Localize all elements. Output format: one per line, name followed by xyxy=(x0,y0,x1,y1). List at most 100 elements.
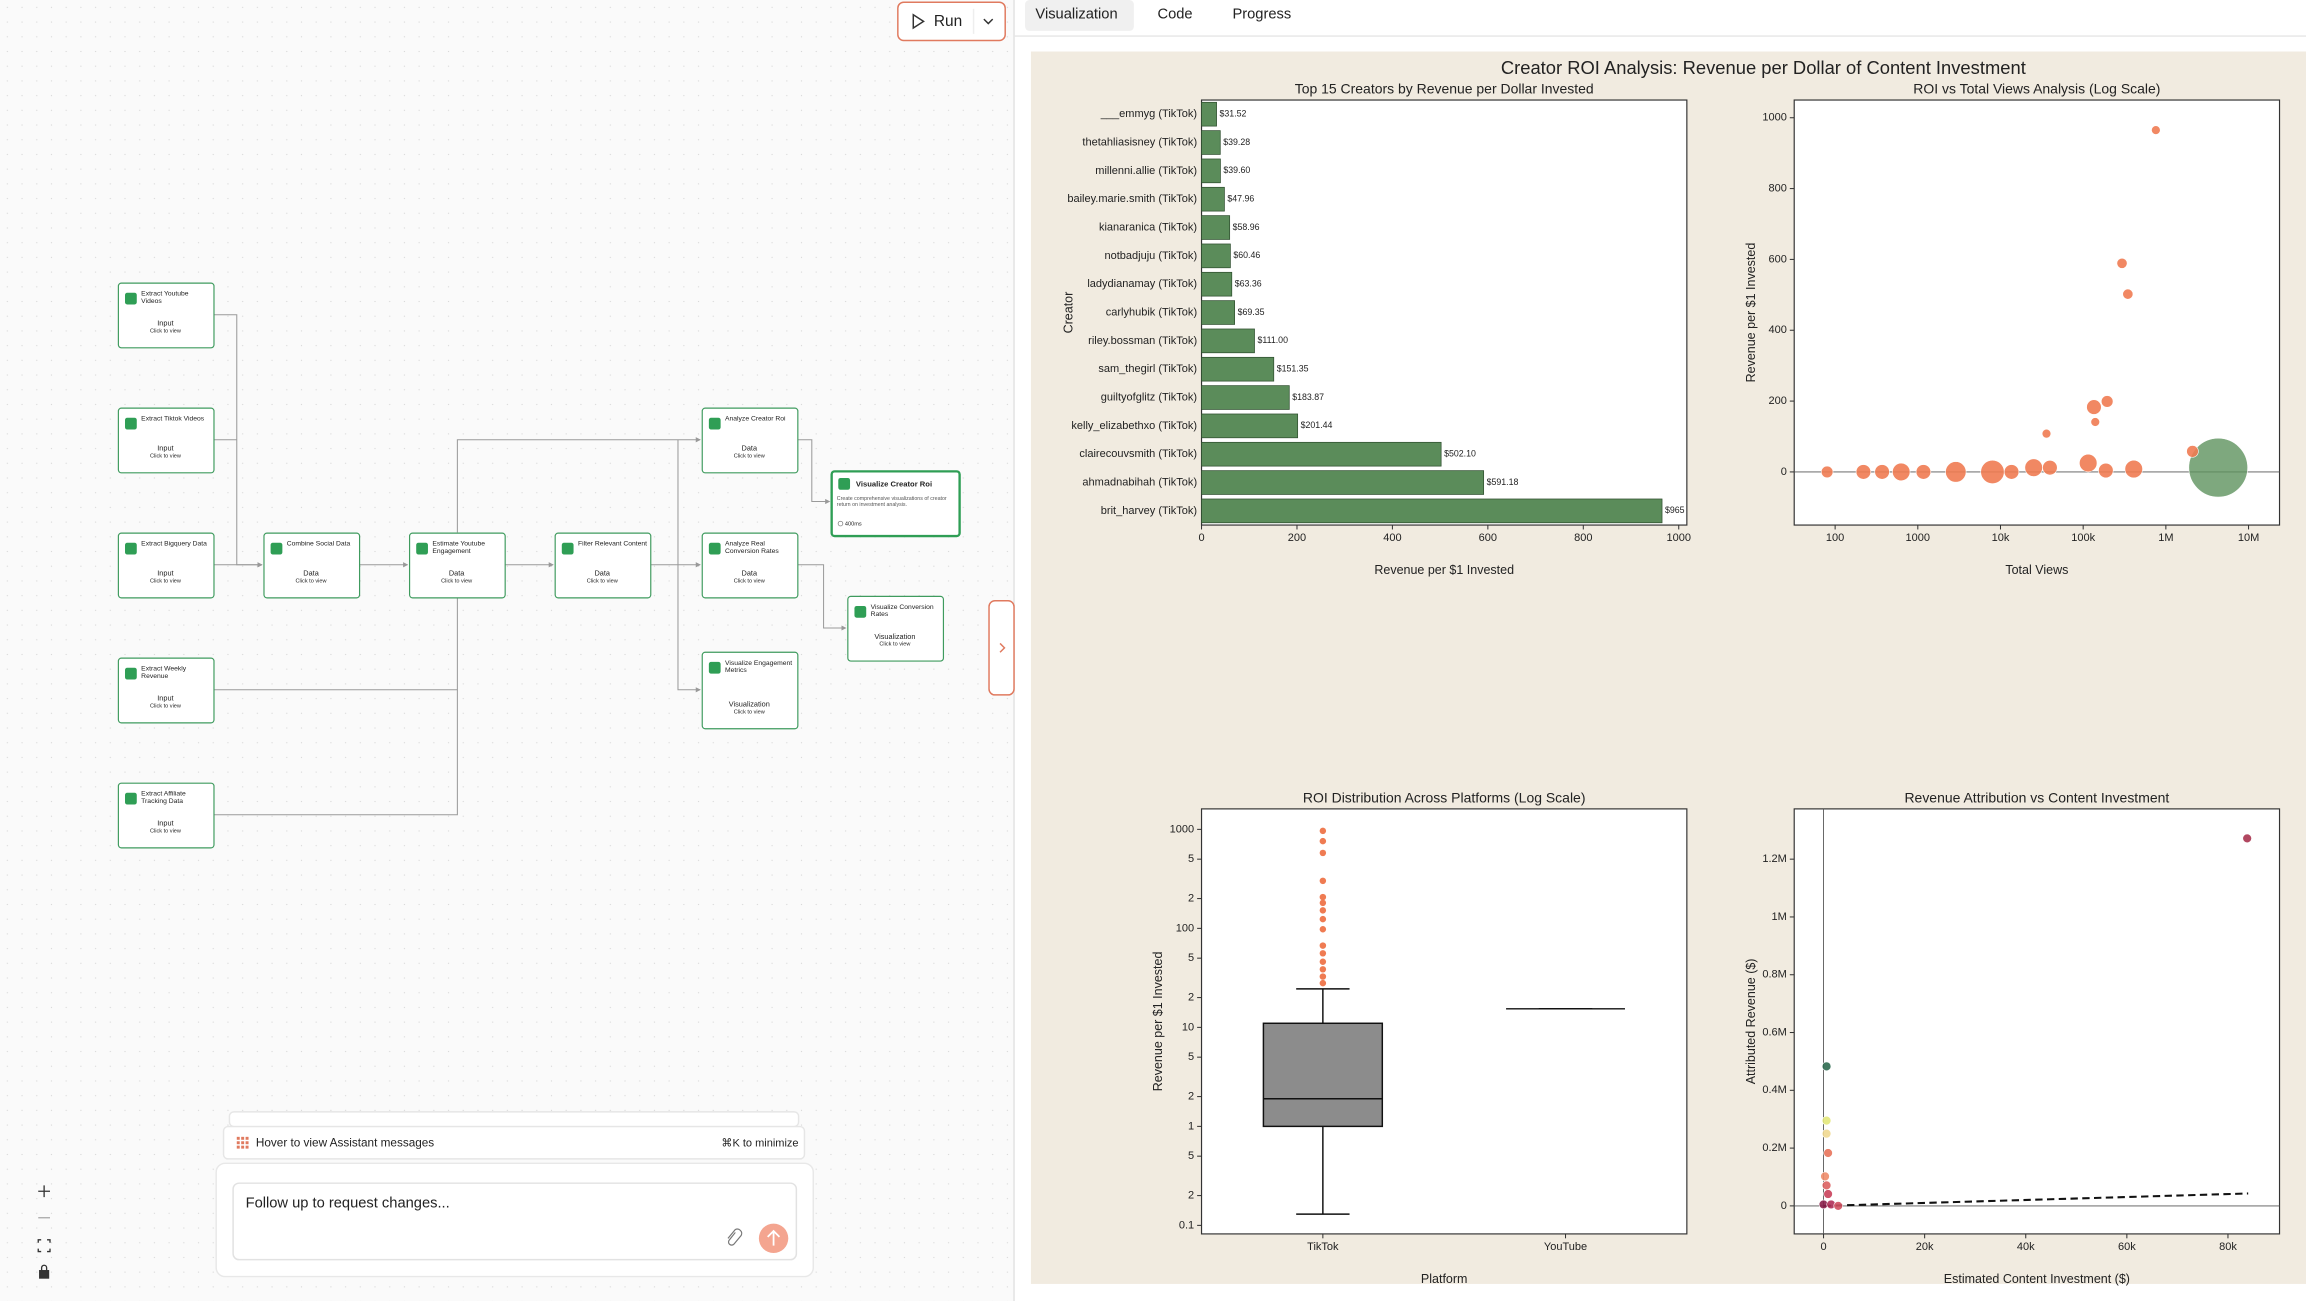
point xyxy=(2003,464,2020,480)
node-frame xyxy=(117,532,215,599)
node-hint: Click to view xyxy=(441,578,473,584)
chart-title: Revenue Attribution vs Content Investmen… xyxy=(1904,789,2169,805)
node-frame xyxy=(117,407,215,474)
lock[interactable] xyxy=(39,1270,50,1279)
chart: Top 15 Creators by Revenue per Dollar In… xyxy=(1061,80,1691,577)
x-axis-label: Platform xyxy=(1421,1272,1468,1286)
node-title: Extract Tiktok Videos xyxy=(141,414,205,423)
x-tick-label: 100 xyxy=(1826,532,1844,544)
node-kind: Input xyxy=(157,444,173,453)
run-label[interactable]: Run xyxy=(934,13,962,30)
panel-toggle[interactable] xyxy=(988,600,1015,696)
y-axis-label: Creator xyxy=(1061,292,1075,334)
node[interactable]: Visualize Engagement Metrics Visualizatio… xyxy=(701,651,799,730)
chat: Hover to view Assistant messages ⌘K to m… xyxy=(215,1111,815,1278)
node-hint: Click to view xyxy=(150,453,182,459)
tab[interactable]: Progress xyxy=(1232,7,1291,23)
point xyxy=(2098,462,2114,479)
tab[interactable]: Visualization xyxy=(1035,7,1117,23)
node-selected[interactable]: Visualize Creator Roi Create comprehensiv… xyxy=(830,470,961,538)
fit-view[interactable] xyxy=(37,1239,51,1253)
point xyxy=(1892,462,1911,482)
y-tick-label: 1 xyxy=(1188,1120,1194,1132)
send-arrow xyxy=(767,1229,781,1246)
node[interactable]: Visualize Conversion Rates VisualizationC… xyxy=(847,595,945,662)
value-label: $39.60 xyxy=(1223,165,1250,175)
y-tick-label: 400 xyxy=(1768,324,1786,336)
node[interactable]: Extract Affiliate Tracking Data InputClic… xyxy=(117,782,215,849)
node-title-box: Extract Youtube Videos xyxy=(141,289,189,306)
run-menu[interactable] xyxy=(983,18,994,25)
x-tick-label: 100k xyxy=(2071,532,2095,544)
toggle-arrow xyxy=(999,642,1006,653)
node-kind: Visualization xyxy=(874,632,915,641)
y-tick-label: 5 xyxy=(1188,952,1194,964)
point xyxy=(1855,464,1872,480)
zoom-controls xyxy=(37,1185,51,1279)
y-tick-label: 600 xyxy=(1768,253,1786,265)
edges xyxy=(213,314,847,816)
chat-placeholder: Follow up to request changes... xyxy=(246,1196,450,1212)
node-frame xyxy=(701,407,799,474)
bar xyxy=(1201,498,1663,524)
zoom-in[interactable] xyxy=(38,1185,51,1198)
play-icon xyxy=(912,13,925,30)
toggle-frame[interactable] xyxy=(988,600,1015,696)
point xyxy=(2186,445,2199,458)
y-tick-label: 1000 xyxy=(1762,112,1787,124)
x-tick-label: 20k xyxy=(1916,1241,1934,1253)
y-tick-label: 2 xyxy=(1188,991,1194,1003)
attach[interactable] xyxy=(727,1228,743,1246)
node-hint: Click to view xyxy=(296,578,328,584)
value-label: $201.44 xyxy=(1301,420,1333,430)
y-axis-label: Revenue per $1 Invested xyxy=(1151,952,1165,1092)
point xyxy=(1820,1171,1830,1182)
point xyxy=(1823,1148,1833,1158)
node-title: Filter Relevant Content xyxy=(577,539,648,548)
node-title: Visualize Engagement Metrics xyxy=(725,658,793,675)
node-kind: Input xyxy=(157,319,173,328)
x-tick-label: 10k xyxy=(1992,532,2010,544)
point xyxy=(1945,461,1967,483)
node-title-box: Combine Social Data xyxy=(287,540,350,547)
category-label: millenni.allie (TikTok) xyxy=(1095,165,1197,177)
x-tick-label: 400 xyxy=(1383,532,1401,544)
node-icon xyxy=(125,542,137,555)
node-frame xyxy=(701,532,799,599)
outlier xyxy=(1319,849,1327,857)
tab[interactable]: Code xyxy=(1157,7,1192,23)
node-title-box: Extract Tiktok Videos xyxy=(141,414,205,423)
node-icon xyxy=(708,542,721,555)
chat-banner[interactable] xyxy=(222,1125,806,1160)
run-frame[interactable] xyxy=(897,1,1006,42)
y-tick-label: 1.2M xyxy=(1762,853,1787,865)
chart-title: Top 15 Creators by Revenue per Dollar In… xyxy=(1295,80,1594,96)
outlier xyxy=(1319,827,1327,835)
run-button[interactable]: Run xyxy=(897,1,1006,42)
point xyxy=(2116,257,2128,269)
bar xyxy=(1201,271,1233,297)
point xyxy=(1874,464,1890,480)
plot-area xyxy=(1793,808,2281,1235)
outlier xyxy=(1319,950,1327,957)
point xyxy=(2151,125,2161,135)
point xyxy=(2122,288,2134,300)
node-title: Extract Youtube Videos xyxy=(141,289,189,306)
node-title-box: Estimate Youtube Engagement xyxy=(432,540,485,555)
box xyxy=(1262,1022,1384,1128)
value-label: $69.35 xyxy=(1238,307,1265,317)
point xyxy=(1823,1189,1833,1199)
outlier xyxy=(1319,837,1327,845)
chat-input[interactable] xyxy=(232,1182,798,1261)
y-tick-label: 2 xyxy=(1188,892,1194,904)
value-label: $502.10 xyxy=(1444,449,1476,459)
